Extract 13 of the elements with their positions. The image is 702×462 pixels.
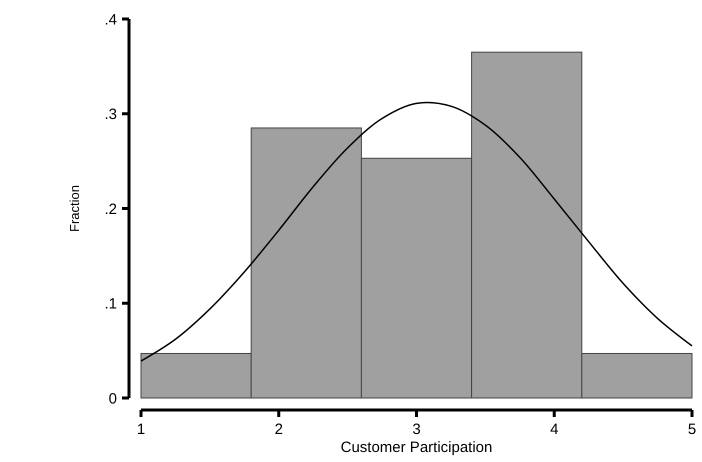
x-tick-label: 3 xyxy=(412,421,421,438)
y-tick-label: .3 xyxy=(104,106,117,123)
line-series xyxy=(140,102,693,362)
y-tick-label: .2 xyxy=(104,200,117,218)
y-tick-label: .4 xyxy=(104,11,117,28)
y-tick-label: 0 xyxy=(108,390,117,408)
x-tick-label: 1 xyxy=(136,421,146,438)
x-tick-label: 2 xyxy=(274,421,283,438)
y-tick-label: .1 xyxy=(104,296,117,312)
x-tick-label: 5 xyxy=(688,421,696,438)
x-axis-title: Customer Participation xyxy=(340,439,492,456)
x-tick-label: 4 xyxy=(550,421,558,438)
y-axis-title: Fraction xyxy=(67,185,82,232)
